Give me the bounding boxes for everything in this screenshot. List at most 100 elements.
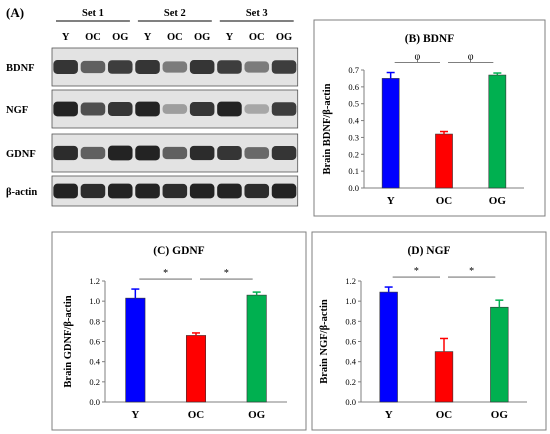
significance-marker: φ xyxy=(414,52,420,63)
lane-label: OC xyxy=(85,32,101,43)
blot-band xyxy=(189,145,215,161)
blot-band xyxy=(271,146,297,160)
blot-band xyxy=(217,101,242,117)
lane-label: OG xyxy=(112,32,128,43)
blot-band xyxy=(189,183,215,199)
lane-label: OG xyxy=(194,32,210,43)
blot-band xyxy=(217,60,242,74)
blot-band xyxy=(53,101,78,117)
blot-row-label: β-actin xyxy=(6,187,37,198)
x-tick-label: OG xyxy=(489,195,507,207)
blot-band xyxy=(135,60,160,74)
significance-marker: φ xyxy=(468,52,474,63)
chart-frame xyxy=(313,19,546,217)
y-tick-label: 0.6 xyxy=(89,337,100,347)
blot-band xyxy=(271,102,297,116)
y-tick-label: 0.8 xyxy=(345,316,356,326)
bar xyxy=(185,335,207,403)
set-label: Set 3 xyxy=(246,8,268,19)
y-tick-label: 1.0 xyxy=(345,296,356,306)
blot-band xyxy=(162,183,188,199)
y-axis-label: Brain BDNF/β-actin xyxy=(322,83,333,174)
y-tick-label: 1.2 xyxy=(345,276,356,286)
bar xyxy=(488,74,507,189)
blot-band xyxy=(244,183,270,199)
blot-band xyxy=(107,145,133,161)
y-tick-label: 0.4 xyxy=(348,116,359,126)
bar-charts: (B) BDNF Brain BDNF/β-actin 0.0 0.1 0.2 0.3 0.… xyxy=(51,19,547,431)
bar xyxy=(435,133,453,189)
chart-title: (C) GDNF xyxy=(153,245,204,257)
x-tick-label: OG xyxy=(491,409,509,421)
blot-band xyxy=(189,102,215,116)
chart-panel: (D) NGF Brain NGF/β-actin 0.0 0.2 0.4 0.6 0.8 1… xyxy=(311,231,547,431)
blot-band xyxy=(107,102,133,116)
significance-marker: * xyxy=(224,268,229,279)
y-tick-label: 0.5 xyxy=(348,99,359,109)
lane-label: OC xyxy=(249,32,265,43)
y-tick-label: 0.8 xyxy=(89,316,100,326)
blot-band xyxy=(162,104,188,114)
y-tick-label: 1.0 xyxy=(89,296,100,306)
x-tick-label: OC xyxy=(436,409,453,421)
blot-row-label: GDNF xyxy=(6,149,36,160)
blot-band xyxy=(80,102,106,116)
set-label: Set 2 xyxy=(164,8,186,19)
blot-band xyxy=(135,145,160,161)
x-tick-label: Y xyxy=(385,409,393,421)
blot-band xyxy=(80,183,106,199)
y-tick-label: 0.3 xyxy=(348,132,359,142)
blot-row-label: BDNF xyxy=(6,63,35,74)
blot-band xyxy=(135,183,160,199)
y-tick-label: 0.4 xyxy=(89,357,100,367)
significance-marker: * xyxy=(163,268,168,279)
blot-row-label: NGF xyxy=(6,105,28,116)
significance-marker: * xyxy=(414,266,419,277)
lane-label: Y xyxy=(62,32,70,43)
blot-band xyxy=(53,60,78,74)
y-tick-label: 0.6 xyxy=(345,337,356,347)
set-label: Set 1 xyxy=(82,8,104,19)
bar xyxy=(381,78,400,189)
x-tick-label: Y xyxy=(387,195,395,207)
blot-band xyxy=(244,104,270,114)
x-tick-label: OC xyxy=(188,409,205,421)
y-tick-label: 0.2 xyxy=(345,377,356,387)
y-tick-label: 0.4 xyxy=(345,357,356,367)
blot-band xyxy=(107,183,133,199)
blot-band xyxy=(162,146,188,160)
bar xyxy=(434,351,454,403)
lane-label: Y xyxy=(144,32,152,43)
blot-band xyxy=(53,183,78,199)
y-tick-label: 0.0 xyxy=(348,183,359,193)
blot-band xyxy=(107,60,133,74)
y-tick-label: 0.6 xyxy=(348,82,359,92)
blot-band xyxy=(162,61,188,73)
x-tick-label: OG xyxy=(248,409,266,421)
chart-title: (B) BDNF xyxy=(405,33,455,45)
y-tick-label: 0.0 xyxy=(345,397,356,407)
blot-band xyxy=(244,61,270,73)
y-tick-label: 0.7 xyxy=(348,65,359,75)
y-tick-label: 0.1 xyxy=(348,166,359,176)
blot-band xyxy=(217,183,242,199)
y-axis-label: Brain NGF/β-actin xyxy=(319,299,330,384)
lane-label: OG xyxy=(276,32,292,43)
western-blot-panel: (A) Set 1 Set 2 Set 3 Y OC OG Y OC OG Y OC OG BDNF NGF… xyxy=(6,5,299,207)
x-tick-label: Y xyxy=(131,409,139,421)
blot-band xyxy=(80,146,106,160)
bar xyxy=(246,294,267,403)
y-tick-label: 1.2 xyxy=(89,276,100,286)
bar xyxy=(379,291,398,403)
panel-a-label: (A) xyxy=(6,5,24,20)
blot-band xyxy=(271,183,297,199)
blot-band xyxy=(189,60,215,74)
y-tick-label: 0.2 xyxy=(348,149,359,159)
blot-band xyxy=(80,60,106,74)
y-tick-label: 0.2 xyxy=(89,377,100,387)
blot-band xyxy=(244,147,270,159)
blot-band xyxy=(53,145,78,161)
bar xyxy=(125,297,146,403)
significance-marker: * xyxy=(469,266,474,277)
